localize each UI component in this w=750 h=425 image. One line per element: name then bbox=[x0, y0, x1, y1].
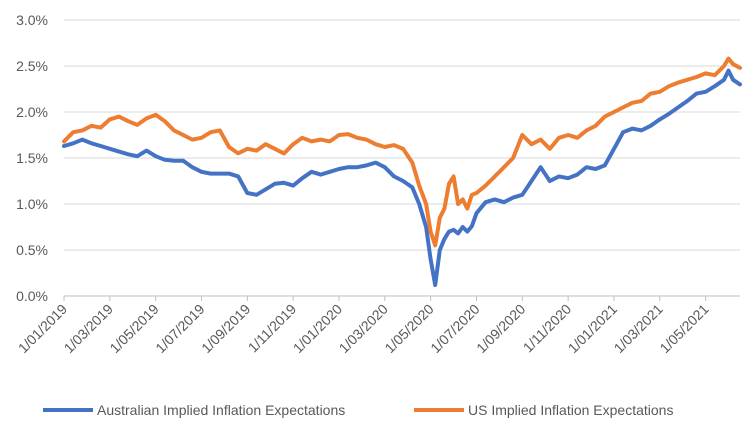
x-tick-label: 1/03/2020 bbox=[336, 301, 392, 357]
gridlines bbox=[64, 19, 740, 297]
series-lines bbox=[62, 56, 742, 287]
y-tick-label: 3.0% bbox=[16, 12, 48, 28]
series-line-australia bbox=[62, 68, 742, 287]
x-tick-label: 1/03/2021 bbox=[611, 301, 667, 357]
series-line-us bbox=[62, 56, 742, 248]
x-tick-label: 1/05/2020 bbox=[381, 301, 437, 357]
y-tick-label: 1.0% bbox=[16, 196, 48, 212]
x-tick-label: 1/09/2019 bbox=[198, 301, 254, 357]
x-tick-label: 1/07/2020 bbox=[427, 301, 483, 357]
x-tick-label: 1/01/2019 bbox=[15, 301, 71, 357]
y-tick-label: 2.0% bbox=[16, 104, 48, 120]
legend-label: Australian Implied Inflation Expectation… bbox=[97, 402, 345, 418]
y-tick-label: 0.0% bbox=[16, 288, 48, 304]
x-tick-label: 1/01/2020 bbox=[290, 301, 346, 357]
x-axis: 1/01/20191/03/20191/05/20191/07/20191/09… bbox=[15, 296, 712, 356]
y-axis-ticks: 0.0% 0.5% 1.0% 1.5% 2.0% 2.5% 3.0% bbox=[16, 12, 48, 304]
x-tick-label: 1/03/2019 bbox=[61, 301, 117, 357]
legend-label: US Implied Inflation Expectations bbox=[468, 402, 673, 418]
x-tick-label: 1/05/2019 bbox=[106, 301, 162, 357]
y-tick-label: 1.5% bbox=[16, 150, 48, 166]
x-tick-label: 1/07/2019 bbox=[152, 301, 208, 357]
x-tick-label: 1/01/2021 bbox=[565, 301, 621, 357]
x-tick-label: 1/09/2020 bbox=[473, 301, 529, 357]
x-tick-label: 1/05/2021 bbox=[656, 301, 712, 357]
y-tick-label: 2.5% bbox=[16, 58, 48, 74]
legend: Australian Implied Inflation Expectation… bbox=[43, 402, 673, 418]
y-tick-label: 0.5% bbox=[16, 242, 48, 258]
